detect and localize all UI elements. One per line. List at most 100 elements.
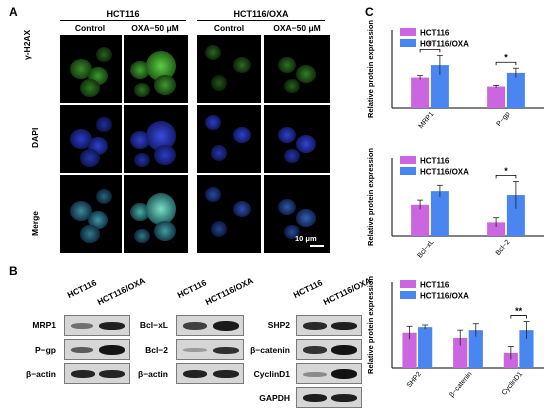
- micrograph-merge-oxa-oxa: 10 μm: [264, 175, 330, 253]
- group-label-hct116-oxa: HCT116/OXA: [233, 9, 289, 19]
- legend-swatch-hct116: [400, 28, 416, 36]
- lane-label-hct116-2: HCT116: [175, 277, 209, 300]
- blot-bcl-xl: [176, 315, 244, 336]
- bar-catenin-hct116-oxa: [468, 330, 483, 368]
- blot-label-p-gp: P−gp: [34, 345, 56, 355]
- tick-label-p-gp: P−gp: [496, 111, 512, 128]
- blot-label-mrp1: MRP1: [32, 320, 56, 330]
- group-label-hct116: HCT116: [106, 9, 140, 19]
- row-label-dapi: DAPI: [30, 127, 40, 148]
- significance-bracket-bcl-2: [495, 175, 517, 179]
- blot-label-beta-catenin: β−catenin: [250, 345, 290, 355]
- legend-swatch-hct116-oxa: [400, 291, 416, 299]
- bar-shp2-hct116: [402, 332, 417, 368]
- bar-bcl-xl-hct116-oxa: [430, 191, 449, 236]
- blot-shp2: [296, 315, 362, 336]
- bar-shp2-hct116-oxa: [418, 327, 433, 368]
- legend-label-hct116: HCT116: [420, 29, 450, 38]
- group-line-hct116-oxa: [197, 20, 325, 21]
- micrograph-merge-hct116-control: [60, 175, 122, 253]
- significance-bracket-mrp1: [419, 48, 441, 53]
- lane-label-hct116-1: HCT116: [65, 277, 99, 300]
- blot-beta-actin-1: [64, 363, 130, 384]
- micrograph-merge-oxa-control: [197, 175, 261, 253]
- legend-swatch-hct116-oxa: [400, 39, 416, 47]
- blot-label-shp2: SHP2: [267, 320, 290, 330]
- bar-mrp1-hct116: [411, 77, 430, 108]
- significance-bracket-p-gp: [495, 61, 517, 66]
- legend-swatch-hct116: [400, 280, 416, 288]
- y-axis-label: Relative protein expression: [366, 20, 375, 118]
- panel-c-label: C: [365, 5, 374, 19]
- tick-label-mrp1: MRP1: [418, 111, 436, 130]
- micrograph-merge-hct116-oxa: [124, 175, 188, 253]
- tick-label-catenin: β−catenin: [448, 371, 473, 399]
- col-label-control-1: Control: [74, 23, 106, 33]
- panel-a-label: A: [9, 5, 18, 19]
- bar-cyclind1-hct116: [503, 352, 518, 368]
- tick-label-bcl-xl: Bcl−xL: [417, 239, 436, 260]
- col-label-oxa-2: OXA−50 μM: [273, 23, 321, 33]
- blot-label-beta-actin-2: β−actin: [138, 369, 168, 379]
- scale-bar: [310, 245, 324, 247]
- legend-swatch-hct116-oxa: [400, 167, 416, 175]
- micrograph-dapi-oxa-control: [197, 105, 261, 173]
- significance-bracket-cyclind1: [510, 315, 527, 319]
- y-axis-label: Relative protein expression: [366, 276, 375, 374]
- blot-beta-catenin: [296, 339, 362, 360]
- legend-label-hct116-oxa: HCT116/OXA: [420, 168, 469, 177]
- lane-label-hct116-oxa-1: HCT116/OXA: [95, 275, 147, 307]
- bar-chart-mrp1-pgp: Relative protein expression HCT116 HCT116/…: [366, 20, 544, 130]
- panel-b-label: B: [9, 264, 18, 278]
- blot-label-cyclind1: CyclinD1: [253, 369, 290, 379]
- blot-gapdh: [296, 387, 362, 408]
- tick-label-cyclind1: CyclinD1: [501, 371, 524, 397]
- blot-beta-actin-2: [176, 363, 244, 384]
- bar-bcl-2-hct116-oxa: [506, 195, 525, 236]
- bar-chart-shp2-catenin-cyclind1: Relative protein expression HCT116 HCT116/…: [366, 276, 544, 399]
- legend-label-hct116-oxa: HCT116/OXA: [420, 40, 469, 49]
- lane-label-hct116-oxa-2: HCT116/OXA: [203, 275, 255, 307]
- micrograph-dapi-hct116-control: [60, 105, 122, 173]
- lane-label-hct116-3: HCT116: [291, 277, 325, 300]
- row-label-h2ax: γ-H2AX: [22, 29, 32, 60]
- legend-label-hct116: HCT116: [420, 281, 450, 290]
- significance-mark-cyclind1: **: [515, 306, 523, 316]
- scale-bar-label: 10 μm: [295, 234, 317, 243]
- bar-p-gp-hct116-oxa: [506, 72, 525, 108]
- col-label-control-2: Control: [213, 23, 245, 33]
- micrograph-h2ax-hct116-oxa: [124, 35, 188, 103]
- group-line-hct116: [60, 20, 186, 21]
- micrograph-h2ax-oxa-oxa: [264, 35, 330, 103]
- blot-label-bcl-xl: Bcl−xL: [139, 320, 168, 330]
- micrograph-h2ax-oxa-control: [197, 35, 261, 103]
- legend-label-hct116: HCT116: [420, 157, 450, 166]
- significance-mark-mrp1: *: [428, 40, 432, 50]
- blot-cyclind1: [296, 363, 362, 384]
- micrograph-dapi-hct116-oxa: [124, 105, 188, 173]
- micrograph-h2ax-hct116-control: [60, 35, 122, 103]
- significance-mark-bcl-2: *: [504, 166, 508, 176]
- row-label-merge: Merge: [30, 210, 40, 236]
- bar-chart-bclxl-bcl2: Relative protein expression HCT116 HCT116/…: [366, 148, 544, 260]
- blot-label-beta-actin-1: β−actin: [26, 369, 56, 379]
- blot-p-gp: [64, 339, 130, 360]
- blot-label-gapdh: GAPDH: [259, 393, 290, 403]
- bar-p-gp-hct116: [487, 86, 506, 108]
- tick-label-shp2: SHP2: [406, 371, 423, 390]
- bar-catenin-hct116: [453, 337, 468, 368]
- legend-label-hct116-oxa: HCT116/OXA: [420, 292, 469, 301]
- bar-bcl-xl-hct116: [411, 204, 430, 236]
- tick-label-bcl-2: Bcl−2: [495, 239, 512, 257]
- significance-mark-p-gp: *: [504, 53, 508, 63]
- y-axis-label: Relative protein expression: [366, 148, 375, 246]
- col-label-oxa-1: OXA−50 μM: [131, 23, 179, 33]
- bar-bcl-2-hct116: [487, 222, 506, 236]
- micrograph-dapi-oxa-oxa: [264, 105, 330, 173]
- bar-mrp1-hct116-oxa: [430, 65, 449, 108]
- blot-bcl-2: [176, 339, 244, 360]
- blot-label-bcl-2: Bcl−2: [145, 345, 168, 355]
- bar-cyclind1-hct116-oxa: [519, 330, 534, 368]
- blot-mrp1: [64, 315, 130, 336]
- legend-swatch-hct116: [400, 156, 416, 164]
